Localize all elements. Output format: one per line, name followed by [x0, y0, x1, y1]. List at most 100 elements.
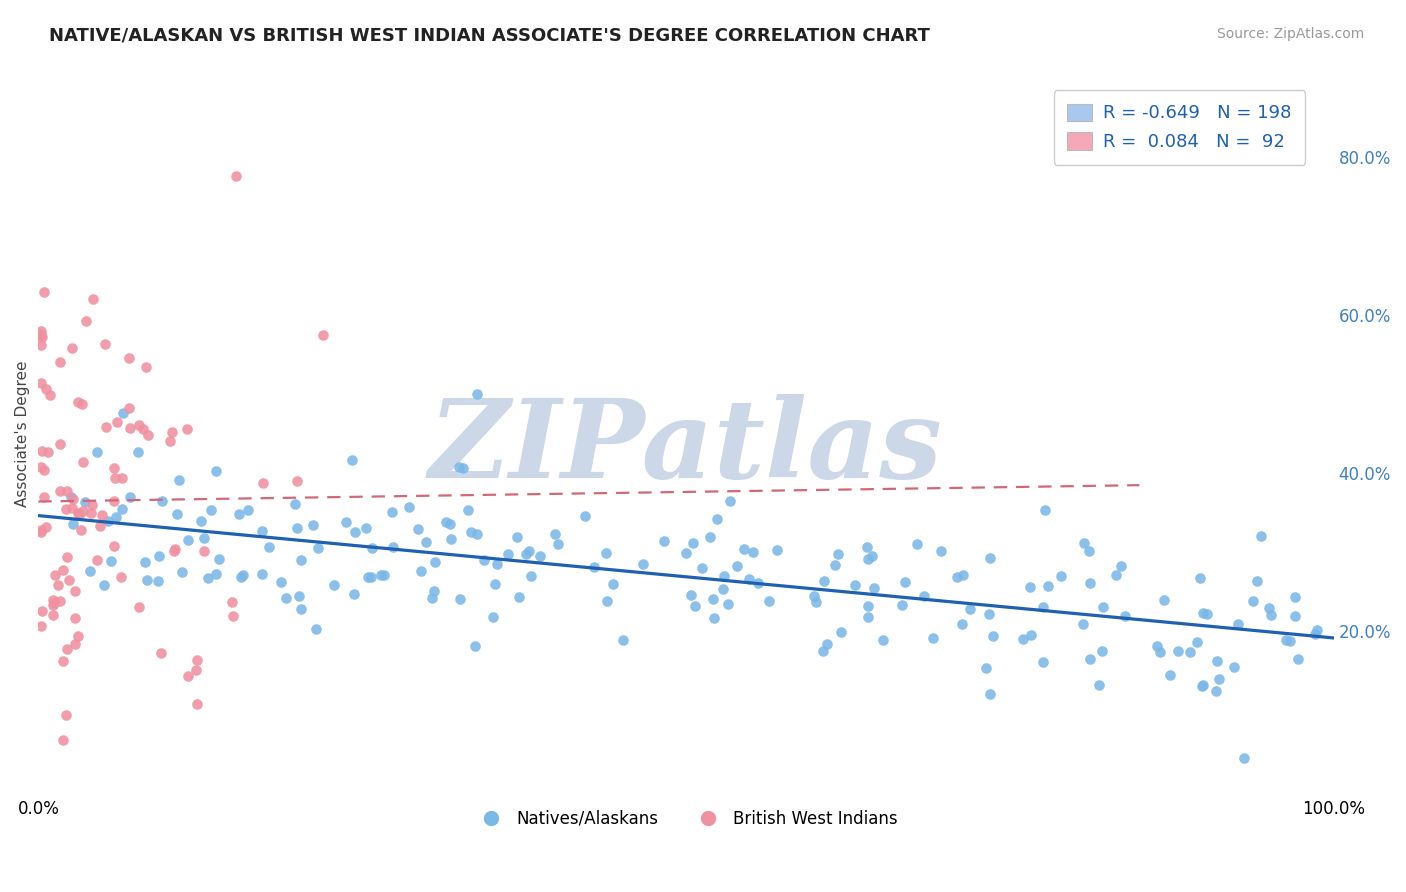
Point	[465, 527, 488, 541]
Point	[631, 557, 654, 571]
Point	[38, 388, 60, 402]
Point	[1284, 591, 1306, 605]
Point	[127, 444, 149, 458]
Point	[1233, 750, 1256, 764]
Point	[844, 578, 866, 592]
Point	[827, 547, 849, 561]
Point	[149, 646, 172, 660]
Point	[132, 422, 155, 436]
Point	[312, 328, 335, 343]
Point	[118, 351, 141, 366]
Point	[103, 461, 125, 475]
Point	[252, 567, 274, 582]
Text: ZIPatlas: ZIPatlas	[429, 393, 943, 501]
Point	[120, 421, 142, 435]
Point	[1078, 651, 1101, 665]
Point	[285, 474, 308, 488]
Point	[105, 415, 128, 429]
Point	[1192, 606, 1215, 620]
Point	[160, 425, 183, 440]
Point	[86, 553, 108, 567]
Point	[30, 619, 52, 633]
Point	[343, 524, 366, 539]
Point	[1033, 502, 1056, 516]
Point	[96, 420, 118, 434]
Point	[1208, 673, 1230, 687]
Point	[252, 476, 274, 491]
Point	[423, 555, 446, 569]
Point	[72, 504, 94, 518]
Point	[583, 559, 606, 574]
Point	[193, 531, 215, 545]
Point	[860, 549, 883, 563]
Point	[225, 169, 247, 183]
Point	[1091, 599, 1114, 614]
Point	[238, 502, 260, 516]
Point	[205, 463, 228, 477]
Point	[725, 559, 748, 574]
Point	[713, 569, 735, 583]
Text: NATIVE/ALASKAN VS BRITISH WEST INDIAN ASSOCIATE'S DEGREE CORRELATION CHART: NATIVE/ALASKAN VS BRITISH WEST INDIAN AS…	[49, 27, 931, 45]
Point	[974, 661, 997, 675]
Point	[1146, 639, 1168, 653]
Point	[93, 578, 115, 592]
Point	[1250, 529, 1272, 543]
Point	[340, 453, 363, 467]
Point	[472, 553, 495, 567]
Point	[89, 519, 111, 533]
Point	[1206, 654, 1229, 668]
Point	[1305, 627, 1327, 641]
Point	[290, 602, 312, 616]
Point	[1189, 571, 1212, 585]
Point	[517, 544, 540, 558]
Point	[718, 494, 741, 508]
Point	[1019, 580, 1042, 594]
Point	[370, 567, 392, 582]
Point	[270, 575, 292, 590]
Point	[912, 589, 935, 603]
Point	[803, 589, 825, 603]
Point	[48, 355, 70, 369]
Point	[90, 508, 112, 523]
Point	[894, 574, 917, 589]
Point	[82, 498, 104, 512]
Point	[56, 642, 79, 657]
Point	[360, 570, 382, 584]
Point	[806, 595, 828, 609]
Point	[208, 552, 231, 566]
Point	[1019, 628, 1042, 642]
Point	[529, 549, 551, 564]
Point	[31, 444, 53, 458]
Point	[742, 545, 765, 559]
Point	[30, 376, 52, 390]
Point	[602, 577, 624, 591]
Text: Source: ZipAtlas.com: Source: ZipAtlas.com	[1216, 27, 1364, 41]
Point	[166, 507, 188, 521]
Point	[1109, 559, 1132, 574]
Point	[112, 406, 135, 420]
Point	[612, 633, 634, 648]
Point	[221, 595, 243, 609]
Point	[67, 629, 90, 643]
Point	[60, 501, 83, 516]
Point	[872, 633, 894, 648]
Point	[547, 537, 569, 551]
Point	[42, 607, 65, 622]
Point	[983, 628, 1005, 642]
Point	[1197, 607, 1219, 621]
Point	[70, 396, 93, 410]
Point	[1032, 656, 1054, 670]
Point	[862, 581, 884, 595]
Point	[415, 534, 437, 549]
Point	[515, 547, 537, 561]
Point	[506, 530, 529, 544]
Point	[82, 292, 104, 306]
Point	[1159, 668, 1181, 682]
Point	[231, 570, 253, 584]
Point	[128, 417, 150, 432]
Point	[49, 594, 72, 608]
Point	[1032, 600, 1054, 615]
Point	[856, 541, 879, 555]
Point	[232, 568, 254, 582]
Point	[186, 698, 208, 712]
